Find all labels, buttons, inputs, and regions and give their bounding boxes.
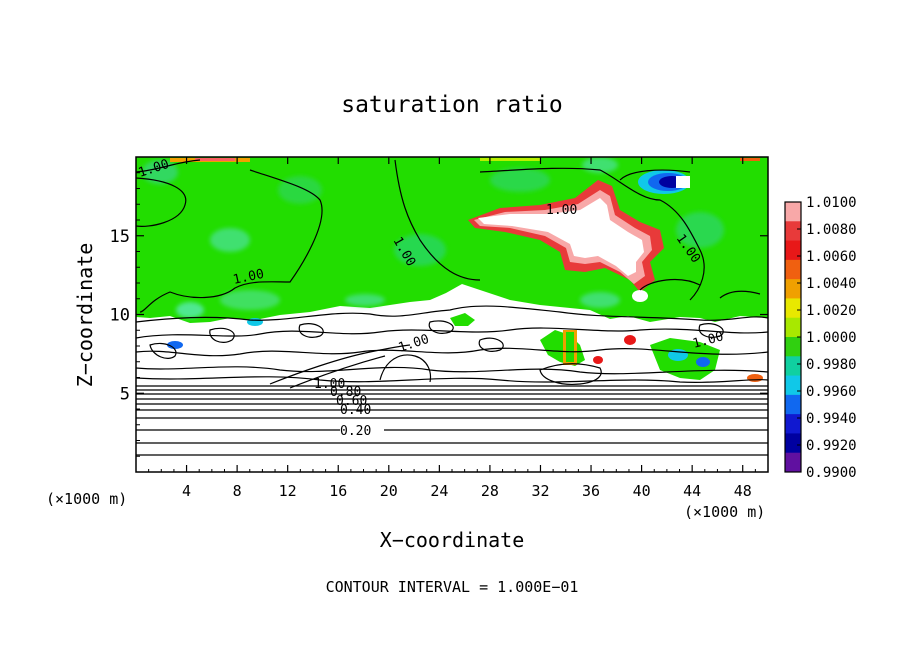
x-tick-label: 44 [683,482,701,500]
plot-area: 1.00 1.00 1.00 1.00 1.00 1.00 1.00 1.00 … [110,156,769,500]
contour-label: 1.00 [546,203,577,218]
x-tick-label: 36 [582,482,600,500]
colorbar-swatch [785,394,801,415]
colorbar-label: 1.0040 [806,276,857,292]
contour-label: 0.60 [336,394,367,409]
x-tick-label: 24 [430,482,448,500]
contour-label: 0.80 [330,385,361,400]
colorbar-label: 1.0080 [806,222,857,238]
colorbar-swatch [785,221,801,242]
colorbar-swatch [785,279,801,299]
colorbar-swatch [785,452,801,473]
x-tick-label: 48 [734,482,752,500]
contour-label: 0.20 [340,424,371,439]
colorbar-swatch [785,414,801,434]
plume [468,180,664,302]
x-tick-label: 8 [233,482,242,500]
x-axis-ticks: 4 8 12 16 20 24 28 32 36 40 44 48 [148,157,756,500]
y-tick-label: 15 [110,227,130,247]
x-axis-label: X−coordinate [380,528,525,552]
top-edge-patches [170,158,760,162]
contour-lines [136,159,768,456]
colorbar-label: 0.9920 [806,438,857,454]
saturation-patches [142,157,724,318]
contour-label: 1.00 [314,377,345,392]
colorbar-swatch [785,202,801,222]
colorbar-label: 0.9940 [806,411,857,427]
colorbar: 1.0100 1.0080 1.0060 1.0040 1.0020 1.0000 0.99… [784,195,857,481]
colorbar-swatch [785,298,801,319]
colorbar-swatch [785,433,801,454]
colorbar-swatch [785,317,801,338]
chart-title: saturation ratio [341,92,563,118]
y-axis-ticks: 5 10 15 [110,172,768,457]
x-tick-label: 40 [633,482,651,500]
x-axis-unit: (×1000 m) [684,503,765,521]
contour-interval-note: CONTOUR INTERVAL = 1.000E−01 [326,578,579,596]
y-axis-unit: (×1000 m) [46,490,127,508]
colorbar-swatch [785,375,801,396]
x-tick-label: 16 [329,482,347,500]
colorbar-label: 0.9900 [806,465,857,481]
colorbar-label: 1.0100 [806,195,857,211]
colorbar-label: 1.0020 [806,303,857,319]
contour-label: 1.00 [232,267,266,288]
x-tick-label: 12 [279,482,297,500]
blue-pocket [638,170,690,194]
contour-label: 0.40 [340,403,371,418]
x-tick-label: 20 [380,482,398,500]
colorbar-label: 0.9960 [806,384,857,400]
y-axis-label: Z−coordinate [73,243,97,388]
x-tick-label: 28 [481,482,499,500]
colorbar-swatch [785,259,801,280]
colorbar-label: 0.9980 [806,357,857,373]
colorbar-swatch [785,337,801,357]
colorbar-label: 1.0000 [806,330,857,346]
x-tick-label: 4 [182,482,191,500]
colorbar-label: 1.0060 [806,249,857,265]
x-tick-label: 32 [531,482,549,500]
colorbar-swatch [785,356,801,377]
colorbar-swatch [785,240,801,261]
y-tick-label: 5 [120,384,130,404]
y-tick-label: 10 [110,306,130,326]
